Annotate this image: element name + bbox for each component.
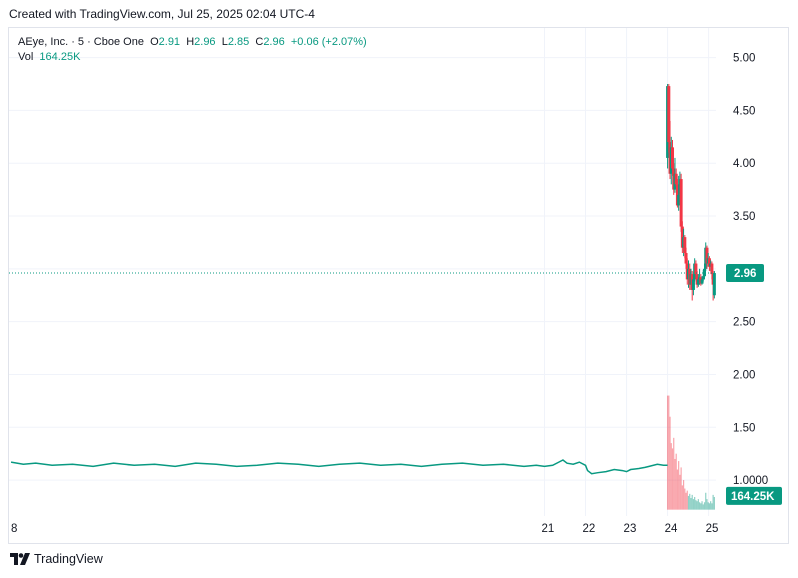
y-tick-label: 5.00 xyxy=(733,53,755,65)
candle-body xyxy=(710,263,714,275)
candle-body xyxy=(684,252,688,264)
candle-body xyxy=(671,147,675,169)
y-tick-label: 1.0000 xyxy=(733,475,768,487)
volume-bar xyxy=(707,502,709,510)
candle-body xyxy=(667,86,671,143)
candle-body xyxy=(696,279,700,285)
volume-bar xyxy=(695,500,697,510)
y-tick-label: 1.50 xyxy=(733,422,755,434)
volume-bar xyxy=(711,503,713,510)
open-value: 2.91 xyxy=(158,36,181,48)
y-tick-label: 3.50 xyxy=(733,211,755,223)
volume-value: 164.25K xyxy=(39,51,81,63)
volume-bar xyxy=(690,498,692,510)
volume-bar xyxy=(674,458,676,510)
high-value: 2.96 xyxy=(194,36,216,48)
candle-body xyxy=(679,179,683,227)
candle-body xyxy=(677,194,681,206)
close-label: C xyxy=(255,36,264,48)
tradingview-logo-icon xyxy=(10,553,30,565)
volume-row: Vol 164.25K xyxy=(18,50,367,65)
candle-body xyxy=(674,173,678,185)
volume-bar xyxy=(698,502,701,510)
volume-bar xyxy=(681,485,683,510)
volume-bar xyxy=(694,496,696,510)
volume-bar xyxy=(679,474,681,510)
candle-body xyxy=(707,258,711,267)
volume-bar xyxy=(673,437,675,510)
footer-brand[interactable]: TradingView xyxy=(10,552,103,566)
candle-body xyxy=(694,263,698,275)
volume-bar xyxy=(670,443,672,510)
last-price-badge xyxy=(726,264,764,283)
candle-body xyxy=(703,268,707,277)
volume-bar xyxy=(671,448,674,510)
volume-bar xyxy=(712,494,714,510)
volume-bar xyxy=(678,461,680,510)
candle-body xyxy=(705,247,709,264)
volume-bar xyxy=(687,495,690,510)
x-tick-label: 25 xyxy=(706,523,719,535)
high-label: H xyxy=(186,36,195,48)
low-value: 2.85 xyxy=(227,36,250,48)
chart-legend: AEye, Inc. · 5 · Cboe One O2.91 H2.96 L2… xyxy=(18,35,367,65)
candle-body xyxy=(683,237,687,253)
x-tick-label: 8 xyxy=(11,523,17,535)
volume-bar xyxy=(676,469,679,510)
close-value: 2.96 xyxy=(263,36,285,48)
volume-bar xyxy=(696,501,698,510)
symbol-label[interactable]: AEye, Inc. · 5 · Cboe One xyxy=(18,36,144,48)
last-price-label: 2.96 xyxy=(734,268,756,280)
y-tick-label: 2.50 xyxy=(733,317,755,329)
y-tick-label: 4.00 xyxy=(733,158,755,170)
volume-badge xyxy=(726,486,782,505)
volume-bar xyxy=(708,503,711,510)
volume-bar xyxy=(668,395,670,510)
x-tick-label: 22 xyxy=(583,523,596,535)
open-label: O xyxy=(150,36,159,48)
x-tick-label: 21 xyxy=(541,523,554,535)
y-tick-label: 4.50 xyxy=(733,105,755,117)
volume-bar xyxy=(697,499,699,510)
volume-bar xyxy=(713,496,715,510)
volume-bar xyxy=(669,416,671,510)
volume-bar xyxy=(702,504,704,510)
chart-frame xyxy=(8,27,789,544)
volume-bar xyxy=(684,488,686,510)
price-line xyxy=(10,459,668,475)
y-tick-label: 2.00 xyxy=(733,369,755,381)
volume-bar xyxy=(705,492,707,510)
volume-bar xyxy=(675,453,677,510)
volume-bar xyxy=(710,501,712,510)
change-value: +0.06 (+2.07%) xyxy=(290,36,367,48)
volume-bar xyxy=(685,492,687,510)
volume-bar xyxy=(666,395,669,510)
volume-bar xyxy=(680,467,682,510)
low-label: L xyxy=(221,36,228,48)
created-with-header: Created with TradingView.com, Jul 25, 20… xyxy=(9,7,315,21)
candle-body xyxy=(691,279,695,290)
volume-bar xyxy=(691,494,693,510)
volume-bar xyxy=(682,480,685,510)
brand-name: TradingView xyxy=(34,552,103,566)
candle-body xyxy=(695,274,699,285)
volume-bar xyxy=(703,502,706,510)
x-tick-label: 23 xyxy=(624,523,637,535)
candle-body xyxy=(712,273,716,296)
volume-bar xyxy=(689,493,691,510)
ohlc-row: AEye, Inc. · 5 · Cboe One O2.91 H2.96 L2… xyxy=(18,35,367,50)
volume-bar xyxy=(686,490,688,510)
candle-body xyxy=(701,276,705,280)
volume-bar xyxy=(700,503,702,510)
volume-badge-label: 164.25K xyxy=(731,491,775,503)
candle-body xyxy=(700,279,704,284)
volume-bar xyxy=(706,499,708,510)
x-tick-label: 24 xyxy=(665,523,678,535)
volume-bar xyxy=(692,499,695,510)
volume-label: Vol xyxy=(18,51,34,63)
volume-bar xyxy=(701,501,703,510)
